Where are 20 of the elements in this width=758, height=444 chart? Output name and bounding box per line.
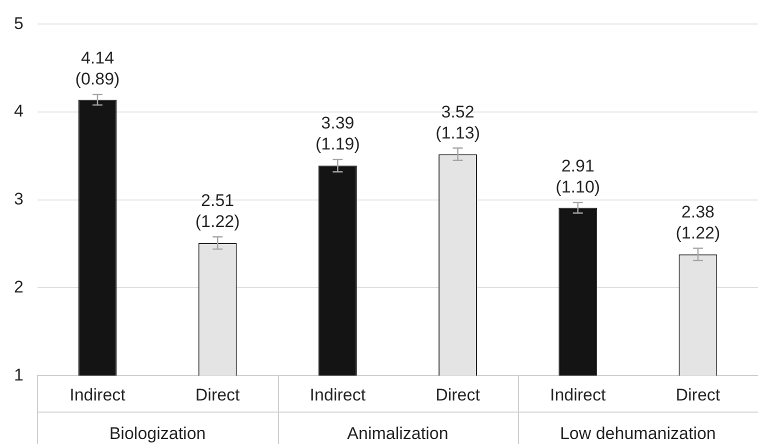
x-tick-label: Direct bbox=[436, 385, 480, 404]
data-label: 2.51 (1.22) bbox=[195, 190, 240, 231]
x-tick-label: Indirect bbox=[70, 385, 126, 404]
data-label: 2.91 (1.10) bbox=[556, 156, 600, 197]
y-tick-label: 5 bbox=[14, 14, 24, 33]
x-tick-label: Direct bbox=[676, 385, 720, 404]
y-tick-label: 4 bbox=[14, 102, 24, 121]
text: Animalization bbox=[347, 424, 448, 444]
text: Low dehumanization bbox=[560, 424, 716, 444]
data-label: 2.38 (1.22) bbox=[676, 202, 720, 242]
data-label: 3.52 (1.13) bbox=[436, 102, 480, 142]
y-tick-label: 2 bbox=[14, 277, 24, 296]
x-tick-label: Direct bbox=[195, 385, 240, 404]
y-tick-label: 3 bbox=[14, 190, 24, 209]
data-label: 4.14 (0.89) bbox=[75, 48, 120, 89]
y-tick-label: 1 bbox=[14, 365, 24, 384]
text: Biologization bbox=[109, 424, 206, 444]
x-tick-label: Indirect bbox=[550, 385, 606, 404]
x-tick-label: Indirect bbox=[310, 385, 366, 404]
data-label: 3.39 (1.19) bbox=[315, 114, 360, 154]
